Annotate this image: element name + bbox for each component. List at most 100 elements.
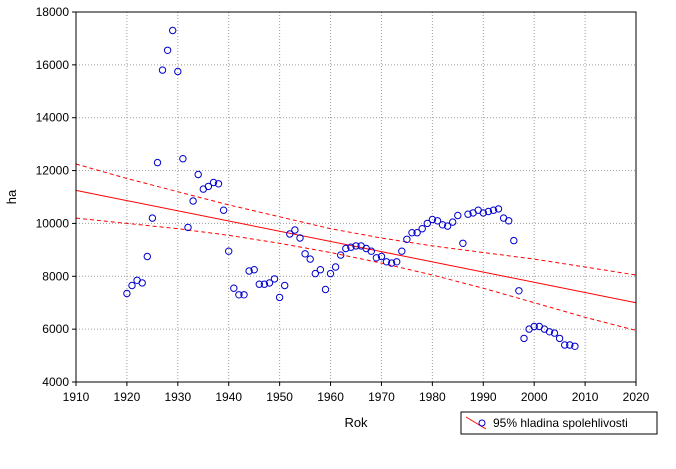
data-point bbox=[489, 206, 498, 214]
x-tick-label: 1930 bbox=[164, 390, 191, 404]
data-point bbox=[209, 178, 218, 187]
data-point bbox=[230, 284, 238, 292]
data-point bbox=[321, 285, 330, 294]
data-point bbox=[148, 214, 157, 222]
data-point bbox=[219, 206, 228, 214]
data-point bbox=[138, 279, 146, 287]
x-tick-label: 1920 bbox=[114, 390, 141, 404]
data-point bbox=[555, 334, 564, 343]
tick-layer: 1910 1920 1930 1940 1950 1960 1970 1980 1990 2000… bbox=[36, 5, 650, 404]
y-tick-label: 12000 bbox=[36, 164, 70, 178]
data-point bbox=[484, 207, 493, 216]
y-tick-label: 14000 bbox=[36, 111, 70, 125]
data-point bbox=[143, 252, 152, 261]
data-point bbox=[296, 234, 304, 242]
y-tick-label: 6000 bbox=[42, 322, 69, 336]
x-axis-label: Rok bbox=[344, 415, 368, 430]
data-point bbox=[184, 223, 192, 232]
data-point bbox=[260, 280, 269, 288]
data-point bbox=[367, 247, 375, 255]
data-point bbox=[550, 329, 559, 337]
x-tick-label: 1980 bbox=[419, 390, 446, 404]
y-tick-label: 4000 bbox=[42, 375, 69, 389]
data-point bbox=[255, 280, 263, 288]
data-point bbox=[311, 269, 319, 278]
data-point bbox=[377, 252, 386, 261]
x-tick-label: 2000 bbox=[521, 390, 548, 404]
data-point bbox=[464, 210, 472, 218]
data-point bbox=[479, 209, 487, 217]
data-point bbox=[250, 266, 258, 274]
legend-line-swatch bbox=[465, 416, 487, 430]
x-tick-label: 1910 bbox=[63, 390, 90, 404]
data-point bbox=[153, 158, 162, 167]
data-point bbox=[214, 180, 223, 188]
legend-label: 95% hladina spolehlivosti bbox=[493, 416, 628, 430]
data-point bbox=[169, 26, 177, 35]
data-point bbox=[520, 334, 528, 343]
data-point bbox=[235, 291, 243, 299]
data-point bbox=[337, 251, 345, 259]
ci-upper-line bbox=[75, 163, 637, 276]
data-point bbox=[408, 229, 416, 237]
data-point bbox=[286, 230, 294, 238]
data-point bbox=[275, 293, 284, 302]
data-point bbox=[393, 258, 401, 266]
data-point bbox=[530, 322, 538, 331]
y-tick-label: 8000 bbox=[42, 269, 69, 283]
data-point bbox=[398, 247, 406, 255]
data-point bbox=[158, 66, 167, 74]
data-point bbox=[413, 229, 421, 237]
data-point bbox=[561, 341, 569, 349]
data-point bbox=[428, 215, 437, 224]
ci-lower-line bbox=[75, 217, 637, 331]
data-point bbox=[403, 235, 411, 244]
data-point bbox=[128, 281, 136, 290]
y-tick-label: 10000 bbox=[36, 216, 70, 230]
x-tick-label: 1960 bbox=[317, 390, 344, 404]
data-point bbox=[316, 266, 325, 274]
data-point bbox=[291, 226, 299, 234]
data-point bbox=[423, 219, 431, 228]
data-point bbox=[189, 197, 197, 205]
data-point bbox=[265, 279, 274, 287]
data-point bbox=[281, 281, 289, 290]
data-point bbox=[245, 267, 253, 275]
data-point bbox=[494, 205, 503, 213]
x-tick-label: 2020 bbox=[623, 390, 650, 404]
data-point bbox=[510, 236, 518, 245]
plot-frame bbox=[75, 11, 637, 383]
x-tick-label: 1990 bbox=[470, 390, 497, 404]
data-point bbox=[571, 342, 579, 350]
data-point bbox=[545, 328, 554, 336]
data-point bbox=[449, 218, 457, 226]
data-point bbox=[352, 242, 360, 250]
x-tick-label: 1940 bbox=[215, 390, 242, 404]
data-point bbox=[163, 46, 172, 54]
data-point bbox=[433, 217, 442, 225]
data-point bbox=[301, 250, 309, 258]
x-tick-label: 1970 bbox=[368, 390, 395, 404]
data-point bbox=[454, 211, 462, 220]
legend-marker-swatch bbox=[478, 419, 486, 427]
data-point bbox=[505, 217, 513, 225]
legend-box bbox=[460, 411, 658, 435]
data-point bbox=[387, 259, 396, 267]
data-point bbox=[438, 221, 447, 229]
data-point bbox=[566, 341, 574, 349]
data-point bbox=[225, 247, 233, 255]
data-point bbox=[382, 258, 391, 266]
data-point bbox=[326, 269, 335, 278]
grid bbox=[76, 12, 636, 382]
data-point bbox=[443, 222, 452, 230]
data-point bbox=[459, 239, 467, 248]
data-point bbox=[331, 263, 340, 271]
data-point bbox=[240, 291, 248, 299]
data-point bbox=[194, 170, 202, 179]
series-layer bbox=[75, 26, 637, 350]
data-point bbox=[123, 289, 131, 298]
regression-line bbox=[75, 189, 637, 304]
x-tick-label: 2010 bbox=[572, 390, 599, 404]
